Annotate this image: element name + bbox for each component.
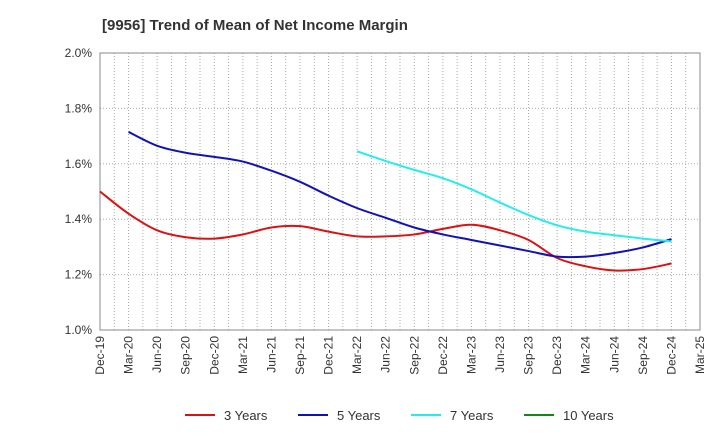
x-tick-label: Jun-22 [379,336,393,373]
x-tick-label: Sep-20 [179,336,193,375]
y-tick-label: 1.8% [65,101,93,115]
x-tick-label: Mar-23 [464,336,478,374]
x-tick-label: Mar-22 [350,336,364,374]
x-tick-label: Jun-23 [493,336,507,373]
x-tick-label: Dec-20 [207,336,221,375]
legend-label: 10 Years [563,408,614,423]
legend-label: 5 Years [337,408,381,423]
y-tick-label: 1.0% [65,323,93,337]
x-tick-label: Sep-23 [522,336,536,375]
x-tick-label: Jun-20 [150,336,164,373]
y-tick-label: 1.4% [65,212,93,226]
x-tick-label: Mar-24 [579,336,593,374]
x-tick-label: Mar-21 [236,336,250,374]
y-tick-label: 1.2% [65,268,93,282]
x-tick-label: Dec-21 [322,336,336,375]
x-tick-label: Sep-22 [407,336,421,375]
x-tick-label: Dec-19 [93,336,107,375]
chart-title: [9956] Trend of Mean of Net Income Margi… [102,17,408,34]
x-tick-label: Dec-24 [664,336,678,375]
series-line-3-years [99,190,672,272]
legend: 3 Years 5 Years 7 Years 10 Years [185,408,614,423]
legend-label: 3 Years [224,408,268,423]
x-tick-label: Mar-25 [693,336,707,374]
series-line-5-years [128,131,672,259]
x-tick-label: Jun-21 [264,336,278,373]
x-tick-label: Dec-22 [436,336,450,375]
x-tick-label: Jun-24 [607,336,621,373]
x-tick-label: Dec-23 [550,336,564,375]
series-lines [99,131,672,272]
y-axis: 1.0% 1.2% 1.4% 1.6% 1.8% 2.0% [65,46,93,337]
x-tick-label: Sep-21 [293,336,307,375]
y-tick-label: 1.6% [65,157,93,171]
grid [100,53,700,330]
x-axis: Dec-19 Mar-20 Jun-20 Sep-20 Dec-20 Mar-21 Jun-… [93,336,707,375]
legend-label: 7 Years [450,408,494,423]
x-tick-label: Sep-24 [636,336,650,375]
x-tick-label: Mar-20 [122,336,136,374]
y-tick-label: 2.0% [65,46,93,60]
series-line-7-years [356,150,672,243]
